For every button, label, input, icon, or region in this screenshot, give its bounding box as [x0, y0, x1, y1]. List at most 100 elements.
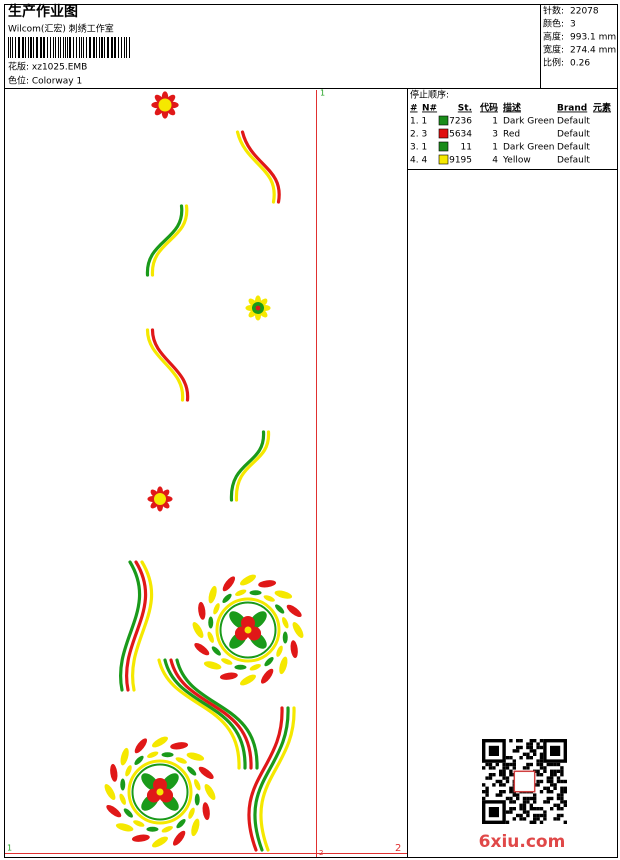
bar-stripe [47, 37, 48, 58]
qr-module [492, 783, 496, 787]
stitch-path [253, 706, 290, 852]
brand: Default [557, 130, 590, 140]
qr-module [539, 773, 544, 777]
stitch-path [235, 130, 276, 204]
bar-stripe [107, 37, 109, 58]
stat-label: 颜色: [543, 18, 564, 30]
qr-code [482, 739, 568, 825]
core [244, 626, 252, 634]
bar-stripe [18, 37, 20, 58]
qr-module [526, 756, 530, 760]
leaf [222, 576, 236, 592]
qr-module [560, 786, 564, 790]
qr-module [536, 813, 540, 818]
bar-stripe [58, 37, 59, 58]
qr-module [556, 803, 561, 807]
leaf [161, 826, 173, 833]
qr-module [536, 807, 540, 811]
bar-stripe [36, 37, 38, 58]
leaf [203, 661, 222, 670]
color-code: 1 [492, 117, 498, 127]
column-header: St. [458, 104, 472, 114]
qr-module [539, 752, 544, 756]
qr-module [488, 776, 493, 780]
bar-stripe [99, 37, 100, 58]
qr-module [546, 779, 550, 784]
qr-module [546, 762, 550, 767]
stitch-count: 5634 [449, 130, 472, 140]
qr-module [536, 779, 540, 784]
stat-value: 274.4 mm [570, 46, 616, 56]
qr-module [529, 745, 533, 750]
qr-module [556, 813, 561, 818]
qr-module [529, 749, 533, 753]
qr-module [485, 793, 489, 797]
column-header: 元素 [593, 102, 611, 114]
qr-module [553, 783, 557, 787]
qr-module [482, 783, 486, 787]
qr-module [546, 790, 550, 794]
qr-module [509, 773, 513, 777]
stitch-path [125, 560, 148, 692]
colorway: 色位: Colorway 1 [8, 75, 82, 87]
qr-module [505, 766, 510, 770]
leaf [191, 818, 200, 837]
bar-stripe [63, 37, 64, 58]
qr-module [509, 796, 513, 801]
core [156, 788, 164, 796]
qr-module [560, 807, 564, 811]
qr-module [556, 796, 561, 801]
qr-module [499, 779, 503, 784]
qr-module [485, 790, 489, 794]
core-petal [153, 778, 167, 792]
color-name: Dark Green [503, 117, 554, 127]
leaf [208, 616, 214, 629]
qr-module [533, 739, 537, 743]
qr-finder [482, 739, 506, 763]
leaf [208, 585, 217, 604]
qr-module [533, 813, 537, 818]
leaf [222, 593, 232, 603]
qr-module [553, 762, 557, 767]
qr-module [533, 820, 537, 824]
qr-module [539, 790, 544, 794]
brand: Default [557, 117, 590, 127]
qr-module [519, 756, 523, 760]
bar-stripe [25, 37, 26, 58]
qr-module [550, 779, 554, 784]
qr-module [533, 807, 537, 811]
stats: 针数: 22078 颜色: 3 高度: 993.1 mm 宽度: 274.4 mm 比例: 0.2… [543, 5, 616, 69]
qr-module [560, 773, 564, 777]
bar-stripe [81, 37, 82, 58]
leaf [249, 664, 261, 671]
qr-module [509, 769, 513, 773]
qr-module [550, 807, 554, 811]
qr-module [509, 786, 513, 790]
row-index: 2. 3 [410, 130, 427, 140]
leaf [133, 820, 145, 827]
marker: 1 [320, 89, 325, 98]
qr-module [492, 773, 496, 777]
qr-module [550, 769, 554, 773]
qr-module [533, 749, 537, 753]
qr-module [529, 803, 533, 807]
qr-module [539, 756, 544, 760]
color-swatch [438, 154, 449, 165]
stat-label: 比例: [543, 57, 564, 69]
leaf [219, 672, 238, 680]
qr-module [505, 762, 510, 767]
qr-module [539, 745, 544, 750]
color-name: Red [503, 130, 520, 140]
qr-module [536, 817, 540, 821]
qr-module [512, 749, 516, 753]
leaf [202, 802, 210, 821]
qr-module [553, 773, 557, 777]
qr-module [512, 793, 516, 797]
qr-module [556, 769, 561, 773]
column-header: Brand [557, 104, 587, 114]
qr-module [529, 756, 533, 760]
bar-stripe [86, 37, 87, 58]
qr-module [560, 800, 564, 804]
qr-module [543, 766, 547, 770]
